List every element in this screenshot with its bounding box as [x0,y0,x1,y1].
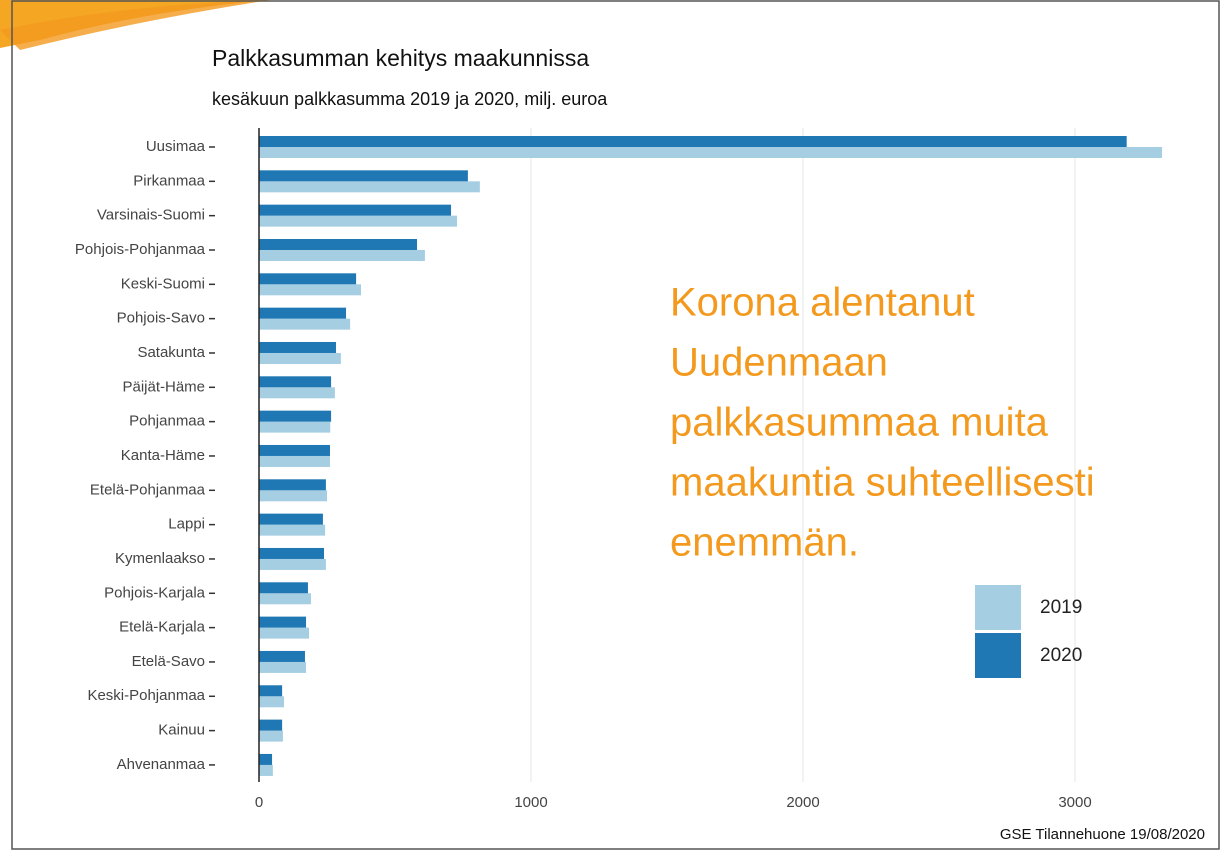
bar [259,318,351,330]
legend-swatch [975,633,1021,678]
annotation: palkkasummaa muita [670,401,1049,445]
x-tick-label: 1000 [514,794,547,811]
bar [259,376,332,388]
annotation: enemmän. [670,521,859,565]
frame [11,0,1220,850]
bar [259,547,325,559]
bar [259,558,326,570]
bar [259,170,468,182]
bar [259,650,305,662]
chart-title: Palkkasumman kehitys maakunnissa [212,45,589,71]
bar [259,181,480,193]
decoration-swoosh [0,0,270,50]
y-tick-label: Kymenlaakso [115,550,205,567]
y-tick-label: Pohjois-Pohjanmaa [75,241,206,258]
decoration-swoosh [0,0,270,48]
bar [259,284,361,296]
y-tick-label: Etelä-Savo [132,653,205,670]
bar [259,238,418,250]
bar [259,455,330,467]
y-tick-label: Uusimaa [146,138,206,155]
bar [259,661,307,673]
bar [259,273,357,285]
y-tick-label: Pohjois-Karjala [104,584,206,601]
bar [259,444,330,456]
annotation: maakuntia suhteellisesti [670,461,1095,505]
x-tick-label: 2000 [786,794,819,811]
y-tick-label: Pohjanmaa [129,413,206,430]
bar [259,147,1163,158]
y-tick-label: Etelä-Pohjanmaa [90,481,206,498]
bar [259,524,326,536]
y-tick-label: Lappi [168,516,205,533]
bar [259,479,326,491]
y-tick-label: Päijät-Häme [122,378,205,395]
y-tick-label: Pohjois-Savo [117,310,205,327]
bar [259,627,310,639]
bar [259,696,285,708]
y-tick-label: Ahvenanmaa [117,756,206,773]
x-tick-label: 3000 [1058,794,1091,811]
bar [259,410,332,422]
y-tick-label: Varsinais-Suomi [97,207,205,224]
bar [259,307,347,319]
bar [259,730,283,742]
y-tick-label: Keski-Suomi [121,275,205,292]
legend-label: 2019 [1040,597,1082,618]
bar [259,352,341,364]
bar [259,685,283,697]
y-tick-label: Kainuu [158,722,205,739]
bar [259,616,307,628]
legend-swatch [975,585,1021,630]
annotation: Korona alentanut [670,281,975,325]
y-tick-label: Kanta-Häme [121,447,205,464]
bar [259,249,425,261]
bar [259,215,458,227]
bar [259,341,336,353]
bar [259,582,308,594]
y-tick-label: Keski-Pohjanmaa [87,687,205,704]
y-tick-label: Satakunta [137,344,205,361]
bar [259,753,273,765]
bar [259,719,283,731]
caption: GSE Tilannehuone 19/08/2020 [1000,826,1205,843]
x-tick-label: 0 [255,794,263,811]
bar [259,136,1127,147]
annotation: Uudenmaan [670,341,888,385]
bar [259,204,452,216]
y-tick-label: Etelä-Karjala [119,619,206,636]
bar [259,421,331,433]
bar [259,490,327,502]
legend-label: 2020 [1040,645,1082,666]
y-tick-label: Pirkanmaa [133,172,205,189]
chart-subtitle: kesäkuun palkkasumma 2019 ja 2020, milj.… [212,89,608,109]
bar [259,513,323,525]
bar [259,593,311,605]
bar [259,387,335,399]
bar [259,764,273,776]
